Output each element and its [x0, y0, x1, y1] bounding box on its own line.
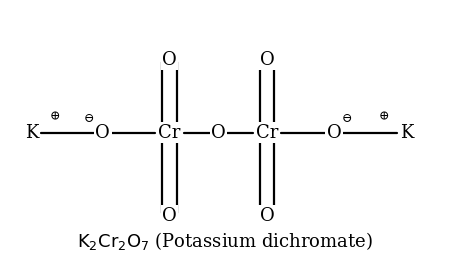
- Text: Cr: Cr: [256, 123, 279, 142]
- Text: $\mathrm{K_2Cr_2O_7}$ (Potassium dichromate): $\mathrm{K_2Cr_2O_7}$ (Potassium dichrom…: [77, 230, 373, 252]
- Text: ⊖: ⊖: [342, 112, 352, 125]
- Text: K: K: [400, 123, 414, 142]
- Text: O: O: [162, 51, 177, 69]
- Text: ⊖: ⊖: [83, 112, 94, 125]
- Text: ⊕: ⊕: [50, 111, 60, 123]
- Text: O: O: [162, 206, 177, 224]
- Text: O: O: [211, 123, 226, 142]
- Text: O: O: [95, 123, 110, 142]
- Text: ⊕: ⊕: [379, 111, 389, 123]
- Text: O: O: [327, 123, 341, 142]
- Text: K: K: [25, 123, 38, 142]
- Text: O: O: [260, 51, 274, 69]
- Text: O: O: [260, 206, 274, 224]
- Text: Cr: Cr: [158, 123, 180, 142]
